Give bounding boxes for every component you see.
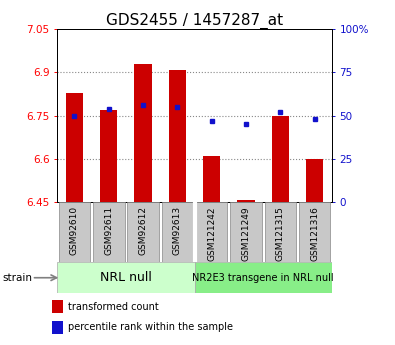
FancyBboxPatch shape bbox=[196, 202, 228, 262]
Bar bbox=[306, 159, 323, 202]
Text: GSM92612: GSM92612 bbox=[139, 206, 148, 255]
Bar bbox=[100, 110, 117, 202]
Bar bbox=[134, 64, 152, 202]
Text: percentile rank within the sample: percentile rank within the sample bbox=[68, 322, 233, 332]
FancyBboxPatch shape bbox=[58, 202, 90, 262]
Bar bbox=[66, 92, 83, 202]
Bar bbox=[169, 70, 186, 202]
Text: transformed count: transformed count bbox=[68, 302, 158, 312]
FancyBboxPatch shape bbox=[127, 202, 159, 262]
Bar bbox=[195, 262, 332, 293]
Bar bbox=[272, 116, 289, 202]
FancyBboxPatch shape bbox=[93, 202, 124, 262]
Bar bbox=[52, 300, 63, 313]
FancyBboxPatch shape bbox=[299, 202, 331, 262]
Bar bbox=[203, 156, 220, 202]
Bar bbox=[237, 200, 255, 202]
FancyBboxPatch shape bbox=[230, 202, 262, 262]
Text: GSM121316: GSM121316 bbox=[310, 206, 319, 261]
FancyBboxPatch shape bbox=[265, 202, 296, 262]
Text: NR2E3 transgene in NRL null: NR2E3 transgene in NRL null bbox=[192, 273, 334, 283]
FancyBboxPatch shape bbox=[162, 202, 193, 262]
Title: GDS2455 / 1457287_at: GDS2455 / 1457287_at bbox=[106, 13, 283, 29]
Text: GSM92613: GSM92613 bbox=[173, 206, 182, 255]
Bar bbox=[57, 262, 195, 293]
Text: GSM121242: GSM121242 bbox=[207, 206, 216, 260]
Text: GSM92610: GSM92610 bbox=[70, 206, 79, 255]
Text: GSM121315: GSM121315 bbox=[276, 206, 285, 261]
Bar bbox=[52, 321, 63, 334]
Text: NRL null: NRL null bbox=[100, 271, 152, 284]
Text: GSM121249: GSM121249 bbox=[241, 206, 250, 261]
Text: strain: strain bbox=[2, 273, 32, 283]
Text: GSM92611: GSM92611 bbox=[104, 206, 113, 255]
